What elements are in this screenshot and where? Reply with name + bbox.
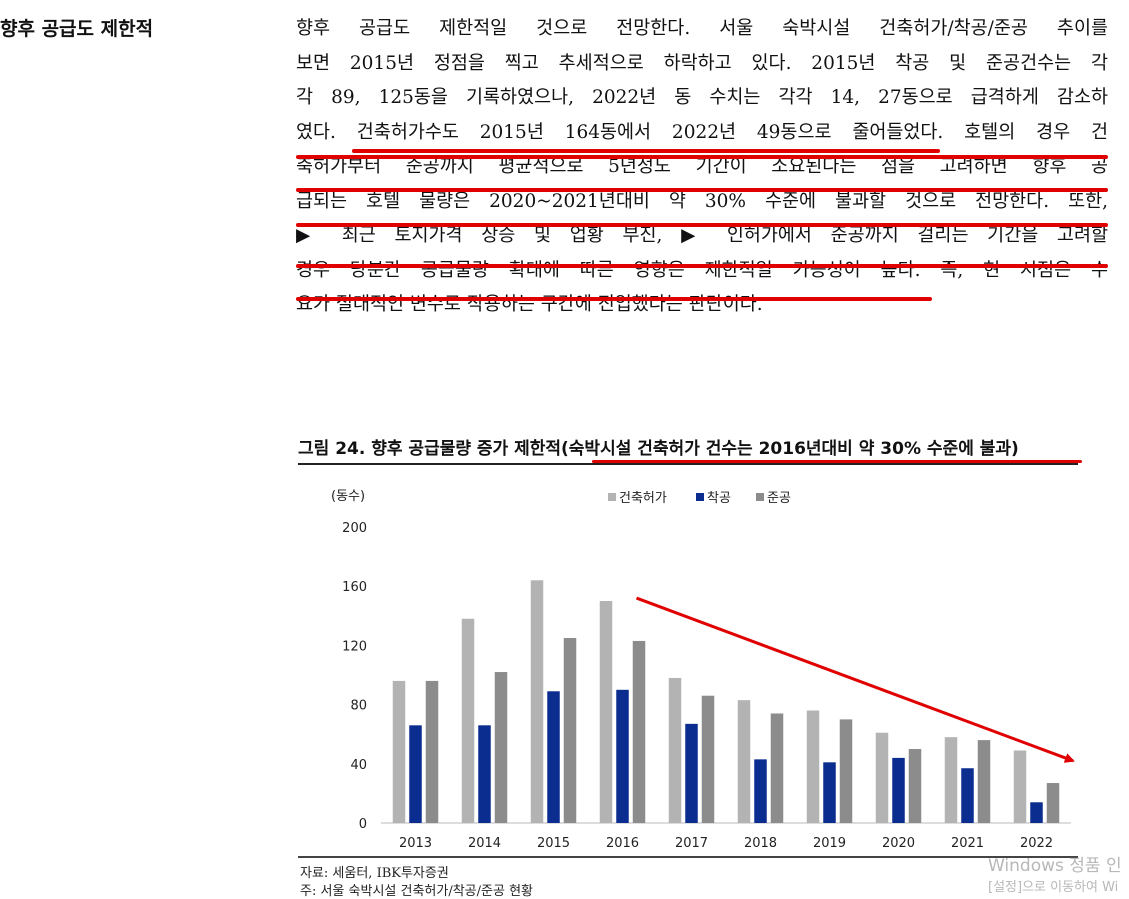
highlight-underline [296,223,1108,227]
windows-activation-watermark: Windows 정품 인 [988,856,1122,876]
y-tick-label: 160 [342,580,367,595]
legend-swatch-준공 [756,493,764,501]
bar-착공-2016 [616,689,629,823]
bar-chart: (동수) 0 40 80 120 160 200 2013 2014 2015 2016 2017 20… [331,489,1075,851]
y-tick-label: 80 [350,699,367,714]
bar-건축허가-2016 [599,601,613,823]
bar-건축허가-2018 [737,700,751,823]
paragraph-line-3: 각 89, 125동을 기록하였으나, 2022년 동 수치는 각각 14, 2… [296,87,1108,108]
highlight-underline [296,155,1108,159]
figure-source: 자료: 세움터, IBK투자증권 [300,866,449,881]
figure-bottom-rule [298,856,1078,858]
legend-label-준공: 준공 [767,491,791,506]
highlight-underline [296,297,932,301]
bar-착공-2017 [685,723,698,823]
bar-착공-2015 [547,691,560,823]
x-tick-label: 2019 [813,836,846,851]
bar-건축허가-2017 [668,677,682,823]
x-tick-label: 2015 [537,836,570,851]
paragraph-line-8: 경우 당분간 공급물량 확대에 따른 영향은 제한적일 가능성이 높다. 즉, … [296,259,1108,281]
trend-arrow [635,596,1075,763]
y-tick-label: 40 [350,758,367,773]
legend-swatch-건축허가 [608,493,616,501]
bar-착공-2013 [409,725,422,823]
legend-swatch-착공 [696,493,704,501]
x-tick-label: 2016 [606,836,639,851]
bar-착공-2022 [1030,802,1043,823]
bar-건축허가-2019 [806,710,820,823]
bar-착공-2018 [754,759,767,823]
x-tick-label: 2020 [882,836,915,851]
bar-준공-2014 [494,672,508,823]
x-tick-label: 2022 [1020,836,1053,851]
paragraph-line-6: 급되는 호텔 물량은 2020~2021년대비 약 30% 수준에 불과할 것으… [296,190,1108,212]
legend-label-착공: 착공 [707,491,731,506]
x-tick-label: 2014 [468,836,501,851]
paragraph-line-1: 향후 공급도 제한적일 것으로 전망한다. 서울 숙박시설 건축허가/착공/준공… [296,18,1108,39]
paragraph-line-2: 보면 2015년 정점을 찍고 추세적으로 하락하고 있다. 2015년 착공 … [296,52,1108,74]
paragraph-line-4: 였다. 건축허가수도 2015년 164동에서 2022년 49동으로 줄어들었… [296,121,1108,143]
x-tick-label: 2021 [951,836,984,851]
bar-건축허가-2015 [530,580,544,823]
bar-착공-2021 [961,768,974,823]
x-tick-label: 2017 [675,836,708,851]
caption-underline [592,460,1082,463]
y-axis-label: (동수) [331,489,365,504]
body-paragraph: 향후 공급도 제한적일 것으로 전망한다. 서울 숙박시설 건축허가/착공/준공… [296,14,1108,325]
paragraph-line-5: 축허가부터 준공까지 평균적으로 5년정도 기간이 소요된다는 점을 고려하면 … [296,156,1108,177]
bar-준공-2015 [563,638,577,823]
highlight-underline [296,188,1108,192]
figure-caption: 그림 24. 향후 공급물량 증가 제한적(숙박시설 건축허가 건수는 2016… [298,439,1019,459]
x-tick-label: 2018 [744,836,777,851]
bar-건축허가-2022 [1013,750,1027,823]
bar-준공-2018 [770,713,784,823]
bar-착공-2014 [478,725,491,823]
bar-준공-2013 [425,680,439,823]
highlight-underline [296,264,1108,268]
bar-착공-2020 [892,757,905,823]
side-heading: 향후 공급도 제한적 [0,18,154,40]
bar-준공-2016 [632,640,646,823]
bar-준공-2017 [701,695,715,823]
bar-착공-2019 [823,762,836,823]
windows-activation-watermark-sub: [설정]으로 이동하여 Wi [988,880,1119,895]
bar-준공-2022 [1046,783,1060,823]
bar-건축허가-2021 [944,737,958,823]
bar-건축허가-2020 [875,732,889,823]
y-tick-label: 0 [359,817,367,832]
figure-note: 주: 서울 숙박시설 건축허가/착공/준공 현황 [300,884,533,899]
x-tick-label: 2013 [399,836,432,851]
bar-준공-2019 [839,719,853,823]
bar-준공-2021 [977,740,991,823]
paragraph-line-9: 요가 절대적인 변수로 작용하는 구간에 진입했다는 판단이다. [296,294,763,315]
legend-label-건축허가: 건축허가 [619,491,667,506]
y-tick-label: 120 [342,639,367,654]
y-tick-label: 200 [342,521,367,536]
bar-준공-2020 [908,749,922,823]
bar-건축허가-2013 [392,680,406,823]
paragraph-line-7: ▶ 최근 토지가격 상승 및 업황 부진, ▶ 인허가에서 준공까지 걸리는 기… [296,225,1108,246]
bar-건축허가-2014 [461,618,475,823]
figure-top-rule [298,463,1078,465]
highlight-underline [352,149,940,153]
